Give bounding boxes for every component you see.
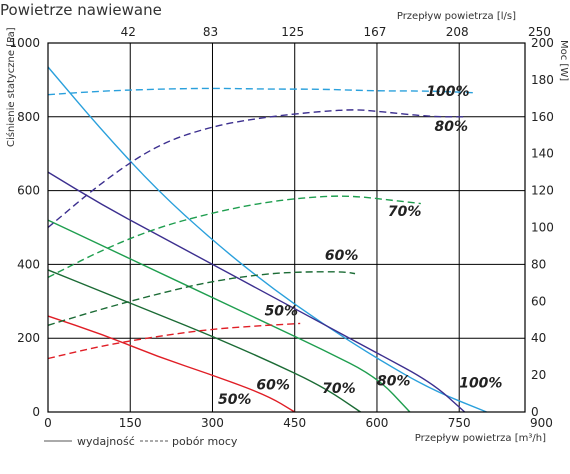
series-layer: [47, 66, 487, 413]
power-curve-80-pct: [47, 109, 465, 229]
speed-label: 80%: [377, 374, 411, 390]
x-top-tick-label: 83: [203, 25, 218, 39]
power-curve-70-pct: [47, 195, 421, 278]
speed-label: 70%: [388, 204, 422, 220]
y-right-tick-label: 80: [531, 257, 546, 271]
x-top-tick-label: 42: [121, 25, 136, 39]
speed-label: 60%: [256, 377, 290, 393]
y-left-tick-label: 800: [17, 110, 40, 124]
speed-label: 100%: [459, 375, 502, 391]
x-bottom-tick-label: 0: [44, 416, 52, 430]
power-curve-100-pct: [47, 87, 476, 96]
y-right-tick-label: 180: [531, 73, 554, 87]
y-left-tick-label: 0: [32, 405, 40, 419]
x-bottom-tick-label: 600: [366, 416, 389, 430]
x-top-tick-label: 167: [364, 25, 387, 39]
y-right-tick-label: 120: [531, 184, 554, 198]
x-top-tick-label: 250: [528, 25, 551, 39]
x-top-tick-label: 125: [281, 25, 304, 39]
y-right-tick-label: 160: [531, 110, 554, 124]
power-curve-60-pct: [47, 271, 356, 326]
y-left-tick-label: 400: [17, 257, 40, 271]
legend: wydajność pobór mocy: [44, 435, 238, 448]
performance-curve-60-pct: [47, 269, 361, 413]
y-right-tick-label: 100: [531, 221, 554, 235]
legend-dashed-label: pobór mocy: [172, 435, 238, 448]
x-bottom-tick-label: 300: [201, 416, 224, 430]
y-right-tick-label: 140: [531, 147, 554, 161]
speed-label: 100%: [426, 84, 469, 100]
x-bottom-tick-label: 450: [283, 416, 306, 430]
plot-frame: [47, 42, 526, 413]
performance-curve-100-pct: [47, 66, 487, 413]
y-right-tick-label: 200: [531, 36, 554, 50]
performance-curve-70-pct: [47, 219, 411, 413]
speed-label: 60%: [325, 248, 359, 264]
y-right-axis-label: Moc [W]: [558, 40, 569, 81]
performance-curve-50-pct: [47, 315, 296, 413]
y-left-tick-label: 200: [17, 331, 40, 345]
x-top-axis-label: Przepływ powietrza [l/s]: [397, 11, 516, 22]
legend-solid-label: wydajność: [77, 435, 135, 448]
speed-label: 80%: [435, 119, 469, 135]
y-left-tick-label: 600: [17, 184, 40, 198]
x-bottom-tick-label: 900: [530, 416, 553, 430]
performance-curve-80-pct: [47, 171, 466, 413]
x-bottom-axis-label: Przepływ powietrza [m³/h]: [415, 433, 546, 444]
speed-label: 70%: [322, 381, 356, 397]
y-right-tick-label: 20: [531, 368, 546, 382]
x-bottom-tick-label: 150: [119, 416, 142, 430]
annotation-layer: 100%80%70%60%50%100%80%70%60%50%: [218, 84, 503, 408]
x-top-tick-label: 208: [446, 25, 469, 39]
speed-label: 50%: [218, 392, 252, 408]
power-curve-50-pct: [47, 322, 301, 360]
y-left-tick-label: 1000: [9, 36, 40, 50]
y-right-tick-label: 40: [531, 331, 546, 345]
chart-title: Powietrze nawiewane: [0, 1, 162, 19]
y-left-axis-label: Ciśnienie statyczne [Pa]: [5, 27, 17, 147]
y-right-tick-label: 0: [531, 405, 539, 419]
y-right-tick-label: 60: [531, 294, 546, 308]
speed-label: 50%: [265, 304, 299, 320]
x-bottom-tick-label: 750: [448, 416, 471, 430]
